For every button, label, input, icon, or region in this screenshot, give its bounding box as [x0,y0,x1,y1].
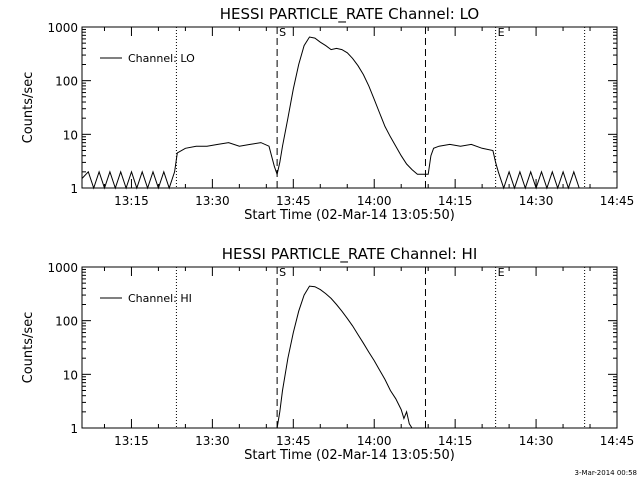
chart-panel-lo: HESSI PARTICLE_RATE Channel: LO 1 10 100 100… [21,5,634,223]
chart-panel-hi: HESSI PARTICLE_RATE Channel: HI 1 10 100 100… [21,245,634,463]
series-line [276,285,413,429]
x-tick-label: 13:45 [276,434,311,448]
x-tick-label: 14:15 [438,434,473,448]
series-line [81,36,617,190]
y-tick-label: 1 [70,422,78,436]
x-tick-label: 13:15 [114,434,149,448]
x-tick-label: 14:45 [600,194,635,208]
y-tick-label: 10 [63,128,78,142]
chart-title: HESSI PARTICLE_RATE Channel: LO [220,5,479,24]
y-axis-label: Counts/sec [21,72,36,144]
plot-frame [81,266,618,429]
y-tick-label: 1000 [47,261,78,275]
marker-label: S [279,266,286,279]
x-tick-label: 14:00 [357,194,392,208]
x-tick-label: 13:15 [114,194,149,208]
y-tick-label: 1000 [47,21,78,35]
x-tick-label: 14:45 [600,434,635,448]
x-axis-label: Start Time (02-Mar-14 13:05:50) [244,448,455,463]
x-tick-label: 13:30 [195,194,230,208]
x-tick-label: 14:15 [438,194,473,208]
x-tick-label: 14:30 [519,194,554,208]
timestamp-stamp: 3-Mar-2014 00:58 [575,469,637,477]
legend-label: Channel: LO [128,52,195,65]
chart-title: HESSI PARTICLE_RATE Channel: HI [222,245,478,264]
legend-label: Channel: HI [128,292,192,305]
marker-label: E [498,26,505,39]
marker-label: S [279,26,286,39]
y-tick-label: 100 [55,315,78,329]
x-tick-label: 14:00 [357,434,392,448]
y-axis-label: Counts/sec [21,312,36,384]
x-axis-label: Start Time (02-Mar-14 13:05:50) [244,208,455,223]
x-tick-label: 13:30 [195,434,230,448]
marker-label: E [498,266,505,279]
x-tick-label: 14:30 [519,434,554,448]
y-tick-label: 100 [55,75,78,89]
x-tick-label: 13:45 [276,194,311,208]
y-tick-label: 10 [63,368,78,382]
plot-frame [81,26,618,189]
y-tick-label: 1 [70,182,78,196]
